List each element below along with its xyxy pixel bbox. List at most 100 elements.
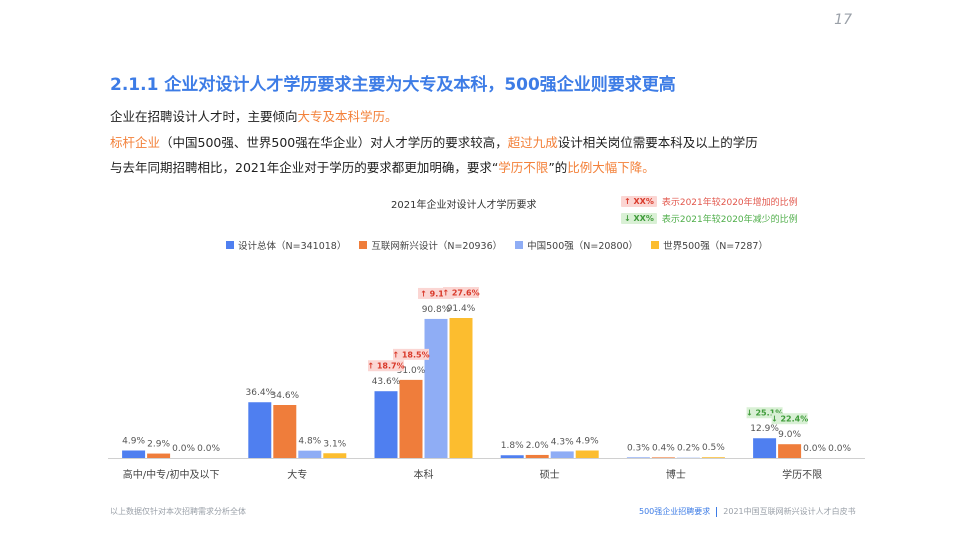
data-label-3-series-4: 4.9% bbox=[576, 436, 599, 446]
data-label-3-series-3: 4.3% bbox=[551, 437, 574, 447]
footer-document-name: 2021中国互联网新兴设计人才白皮书 bbox=[723, 507, 856, 516]
increase-badge-1: ↑ 18.5% bbox=[392, 350, 429, 359]
intro-line-1-text: 企业在招聘设计人才时，主要倾向 bbox=[110, 109, 298, 124]
footer-separator bbox=[716, 506, 718, 517]
increase-badge-3: ↑ 27.6% bbox=[442, 289, 479, 298]
down-note-text: 表示2021年较2020年减少的比例 bbox=[661, 215, 798, 225]
bar-1-series-1 bbox=[248, 402, 272, 458]
legend-swatch-series-3 bbox=[515, 241, 524, 249]
increase-badge-0: ↑ 18.7% bbox=[367, 362, 404, 371]
legend-label-series-3: 中国500强（N=20800） bbox=[527, 241, 639, 252]
data-label-4-series-2: 0.4% bbox=[652, 443, 675, 453]
bar-2-series-4 bbox=[449, 318, 473, 458]
footer-note: 以上数据仅针对本次招聘需求分析全体 bbox=[110, 507, 246, 516]
data-label-2-series-4: 91.4% bbox=[447, 304, 476, 314]
change-badge-bg-3 bbox=[443, 287, 479, 298]
bar-4-series-4 bbox=[701, 457, 725, 458]
legend-label-series-2: 互联网新兴设计（N=20936） bbox=[371, 241, 503, 252]
bar-3-series-3 bbox=[550, 451, 574, 458]
data-label-5-series-1: 12.9% bbox=[750, 424, 779, 434]
x-tick-label-3: 硕士 bbox=[540, 468, 560, 481]
legend-label-series-4: 世界500强（N=7287） bbox=[663, 241, 768, 252]
bar-2-series-1 bbox=[374, 391, 398, 458]
data-label-4-series-3: 0.2% bbox=[677, 444, 700, 454]
data-label-5-series-4: 0.0% bbox=[828, 444, 851, 454]
decrease-badge-5: ↓ 22.4% bbox=[771, 415, 808, 424]
chart-legend: 设计总体（N=341018） 互联网新兴设计（N=20936） 中国500强（N… bbox=[226, 238, 781, 252]
legend-item-series-3: 中国500强（N=20800） bbox=[515, 238, 638, 252]
intro-line-2: 标杆企业（中国500强、世界500强在华企业）对人才学历的要求较高，超过九成设计… bbox=[110, 134, 758, 152]
change-badge-bg-0 bbox=[368, 360, 404, 372]
intro-line-2-text-b: （中国500强、世界500强在华企业）对人才学历的要求较高， bbox=[160, 135, 508, 150]
down-arrow-badge: ↓ XX% bbox=[621, 213, 657, 224]
footer-meta: 500强企业招聘要求 2021中国互联网新兴设计人才白皮书 bbox=[639, 506, 856, 517]
data-label-5-series-3: 0.0% bbox=[803, 444, 826, 454]
page-title: 2.1.1 企业对设计人才学历要求主要为大专及本科，500强企业则要求更高 bbox=[110, 75, 676, 95]
bar-5-series-2 bbox=[778, 444, 802, 458]
intro-line-3-highlight-d: 比例大幅下降。 bbox=[567, 160, 655, 175]
bar-0-series-2 bbox=[147, 453, 171, 458]
bar-1-series-2 bbox=[273, 405, 297, 458]
legend-label-series-1: 设计总体（N=341018） bbox=[238, 241, 347, 252]
legend-swatch-series-1 bbox=[226, 241, 234, 249]
bar-1-series-3 bbox=[298, 450, 322, 458]
data-label-1-series-3: 4.8% bbox=[298, 437, 321, 447]
legend-note-down: ↓ XX% 表示2021年较2020年减少的比例 bbox=[621, 212, 798, 225]
data-label-0-series-4: 0.0% bbox=[197, 444, 220, 454]
x-tick-label-4: 博士 bbox=[666, 468, 686, 481]
data-label-0-series-2: 2.9% bbox=[147, 440, 170, 450]
intro-line-2-highlight-c: 超过九成 bbox=[507, 135, 558, 150]
footer-section-name: 500强企业招聘要求 bbox=[639, 507, 711, 516]
decrease-badge-4: ↓ 25.1% bbox=[746, 409, 783, 418]
increase-badge-2: ↑ 9.1% bbox=[420, 289, 452, 298]
change-badge-bg-5 bbox=[771, 413, 808, 425]
data-label-4-series-4: 0.5% bbox=[702, 443, 725, 453]
bar-0-series-1 bbox=[122, 450, 146, 458]
data-label-2-series-1: 43.6% bbox=[372, 377, 401, 387]
intro-line-3-text-a: 与去年同期招聘相比，2021年企业对于学历的要求都更加明确，要求“ bbox=[110, 160, 499, 175]
data-label-3-series-2: 2.0% bbox=[526, 441, 549, 451]
legend-swatch-series-2 bbox=[359, 241, 368, 249]
data-label-2-series-3: 90.8% bbox=[422, 305, 451, 315]
legend-swatch-series-4 bbox=[651, 241, 660, 249]
up-note-text: 表示2021年较2020年增加的比例 bbox=[661, 198, 798, 208]
data-label-1-series-4: 3.1% bbox=[323, 439, 346, 449]
change-badge-bg-1 bbox=[393, 348, 429, 360]
bar-3-series-2 bbox=[525, 454, 549, 458]
legend-item-series-2: 互联网新兴设计（N=20936） bbox=[359, 238, 502, 252]
intro-line-3: 与去年同期招聘相比，2021年企业对于学历的要求都更加明确，要求“学历不限”的比… bbox=[110, 159, 655, 177]
legend-item-series-1: 设计总体（N=341018） bbox=[226, 238, 346, 252]
intro-line-3-text-c: ”的 bbox=[548, 160, 568, 175]
data-label-2-series-2: 51.0% bbox=[397, 366, 426, 376]
legend-item-series-4: 世界500强（N=7287） bbox=[651, 238, 768, 252]
x-tick-label-1: 大专 bbox=[287, 468, 307, 481]
data-label-0-series-3: 0.0% bbox=[172, 444, 195, 454]
change-badge-bg-4 bbox=[746, 407, 783, 419]
data-label-1-series-1: 36.4% bbox=[246, 388, 275, 398]
x-tick-label-2: 本科 bbox=[414, 468, 434, 481]
bar-1-series-4 bbox=[323, 453, 347, 458]
up-arrow-badge: ↑ XX% bbox=[621, 196, 657, 207]
page-number: 17 bbox=[834, 12, 852, 28]
data-label-3-series-1: 1.8% bbox=[501, 441, 524, 451]
x-tick-label-5: 学历不限 bbox=[782, 468, 822, 481]
legend-note-up: ↑ XX% 表示2021年较2020年增加的比例 bbox=[621, 195, 798, 208]
chart-title: 2021年企业对设计人才学历要求 bbox=[391, 200, 537, 211]
x-tick-label-0: 高中/中专/初中及以下 bbox=[123, 468, 220, 481]
bar-5-series-1 bbox=[753, 438, 777, 458]
intro-line-1-highlight: 大专及本科学历。 bbox=[297, 109, 398, 124]
bar-3-series-4 bbox=[575, 450, 599, 458]
bar-2-series-2 bbox=[399, 379, 423, 458]
change-badge-bg-2 bbox=[418, 287, 454, 299]
data-label-4-series-1: 0.3% bbox=[627, 444, 650, 454]
data-label-5-series-2: 9.0% bbox=[778, 430, 801, 440]
intro-line-1: 企业在招聘设计人才时，主要倾向大专及本科学历。 bbox=[110, 108, 398, 126]
intro-line-3-highlight-b: 学历不限 bbox=[498, 160, 549, 175]
bar-2-series-3 bbox=[424, 318, 448, 458]
bar-3-series-1 bbox=[500, 455, 524, 458]
data-label-1-series-2: 34.6% bbox=[271, 391, 300, 401]
intro-line-2-highlight-a: 标杆企业 bbox=[110, 135, 161, 150]
data-label-0-series-1: 4.9% bbox=[122, 436, 145, 446]
intro-line-2-text-d: 设计相关岗位需要本科及以上的学历 bbox=[557, 135, 758, 150]
